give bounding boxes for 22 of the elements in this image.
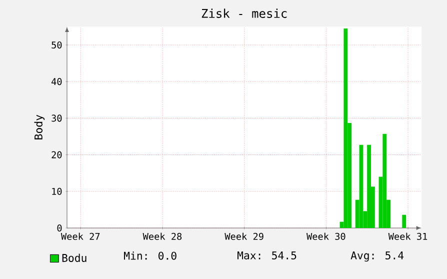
y-tick-label: 10	[52, 188, 62, 195]
text: Min: 0.0	[124, 252, 176, 260]
text: Max: 54.5	[238, 252, 296, 260]
y-tick-label: 50	[52, 41, 62, 48]
x-tick-label: Week 28	[142, 232, 182, 240]
legend-label: Bodu	[62, 254, 86, 262]
y-axis-title: Body	[34, 114, 45, 140]
bar	[344, 28, 348, 228]
y-tick-label: 30	[52, 114, 62, 122]
x-tick-label: Week 31	[388, 232, 428, 240]
bar	[382, 134, 387, 228]
y-tick-label: 0	[57, 224, 62, 232]
text: Avg: 5.4	[350, 252, 404, 262]
x-tick-label: Week 29	[224, 232, 264, 240]
y-tick-label: 20	[52, 151, 62, 158]
bar	[367, 144, 371, 228]
bar	[359, 144, 364, 228]
x-tick-label: Week 30	[306, 232, 346, 240]
x-tick-label: Week 27	[60, 232, 100, 240]
bar	[402, 214, 406, 228]
chart-title: Zisk - mesic	[202, 8, 287, 18]
y-tick-label: 40	[52, 78, 62, 86]
